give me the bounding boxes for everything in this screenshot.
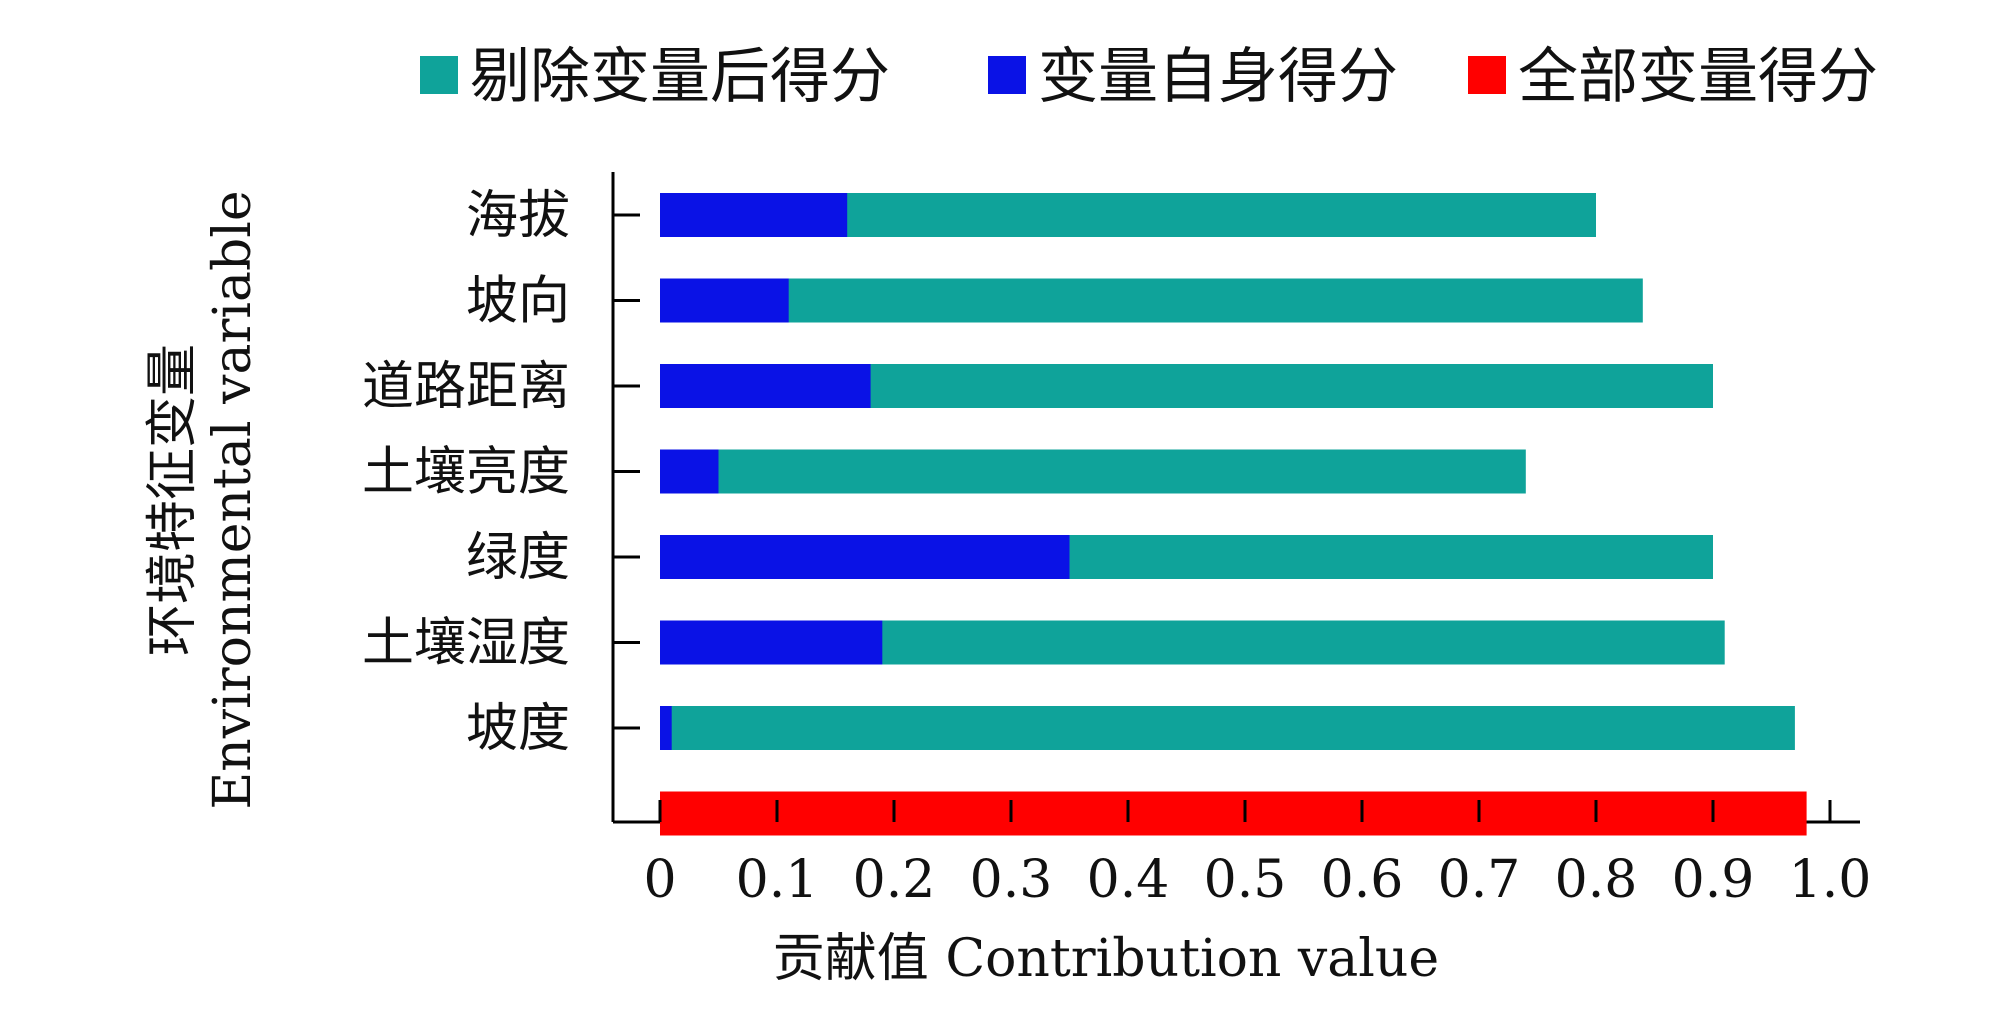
x-ticks: 0 0.1 0.2 0.3 0.4 0.5 0.6 0.7 0.8 0.9 1.0 (643, 800, 1871, 910)
bar-removed-1 (660, 278, 1643, 323)
bar-self-4 (660, 535, 1070, 579)
y-tick-label-1: 坡向 (466, 272, 570, 332)
legend: 剔除变量后得分 变量自身得分 全部变量得分 (420, 42, 1878, 112)
bar-self-3 (660, 449, 719, 494)
x-tick-label-2: 0.2 (853, 850, 936, 910)
x-tick-label-0: 0 (643, 850, 676, 910)
y-tick-label-2: 道路距离 (362, 357, 570, 417)
y-tick-label-6: 坡度 (466, 699, 570, 759)
bar-removed-3 (660, 449, 1526, 494)
bar-self-6 (660, 706, 672, 750)
x-tick-label-5: 0.5 (1204, 850, 1287, 910)
x-tick-label-9: 0.9 (1672, 850, 1755, 910)
bar-self-5 (660, 620, 883, 665)
x-tick-label-10: 1.0 (1789, 850, 1872, 910)
bars (660, 193, 1807, 836)
x-tick-label-1: 0.1 (736, 850, 819, 910)
y-tick-label-3: 土壤亮度 (362, 443, 570, 503)
bar-removed-6 (660, 706, 1795, 750)
bar-all (660, 791, 1807, 836)
legend-label-removed: 剔除变量后得分 (470, 42, 890, 112)
legend-label-all: 全部变量得分 (1518, 42, 1878, 112)
y-tick-label-0: 海拔 (466, 186, 570, 246)
y-axis-title-cn: 环境特征变量 (143, 344, 203, 656)
legend-swatch-all (1468, 56, 1506, 94)
x-tick-label-7: 0.7 (1438, 850, 1521, 910)
x-tick-label-6: 0.6 (1321, 850, 1404, 910)
y-tick-label-5: 土壤湿度 (362, 614, 570, 674)
legend-swatch-removed (420, 56, 458, 94)
y-axis-title-en: Environmental variable (203, 190, 263, 809)
legend-label-self: 变量自身得分 (1038, 42, 1398, 112)
x-axis-title: 贡献值 Contribution value (773, 929, 1439, 989)
legend-swatch-self (988, 56, 1026, 94)
bar-self-2 (660, 364, 871, 408)
bar-self-0 (660, 193, 848, 237)
bar-self-1 (660, 278, 789, 323)
x-tick-label-4: 0.4 (1087, 850, 1170, 910)
x-tick-label-8: 0.8 (1555, 850, 1638, 910)
x-tick-label-3: 0.3 (970, 850, 1053, 910)
y-axis-title: 环境特征变量 Environmental variable (143, 190, 263, 809)
y-tick-label-4: 绿度 (466, 528, 570, 588)
